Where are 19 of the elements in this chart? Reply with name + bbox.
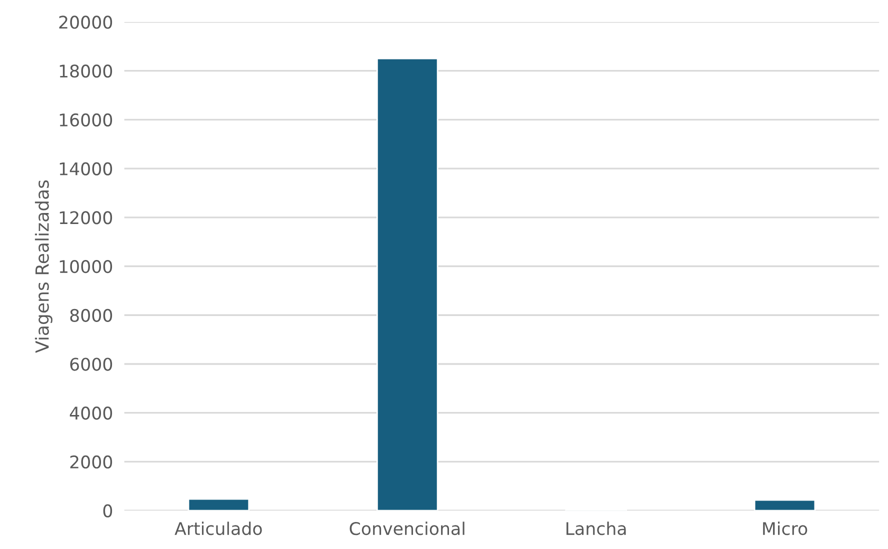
bar — [754, 499, 816, 511]
x-tick-label: Lancha — [566, 522, 626, 536]
y-axis-title: Viagens Realizadas — [34, 180, 52, 353]
x-tick-label: Convencional — [350, 522, 464, 536]
y-tick-label: 10000 — [60, 260, 112, 274]
bar — [376, 58, 438, 511]
y-tick-label: 2000 — [70, 455, 112, 469]
y-tick-label: 16000 — [60, 113, 112, 127]
y-tick-label: 14000 — [60, 162, 112, 176]
x-tick-label: Micro — [763, 522, 808, 536]
x-tick-label: Articulado — [174, 522, 262, 536]
bar — [188, 498, 250, 511]
y-tick-label: 6000 — [70, 358, 112, 371]
y-tick-label: 0 — [103, 504, 112, 518]
y-tick-label: 20000 — [59, 16, 112, 29]
y-tick-label: 4000 — [70, 406, 112, 420]
y-tick-label: 18000 — [60, 64, 112, 78]
y-tick-label: 8000 — [70, 308, 112, 322]
y-tick-label: 12000 — [60, 211, 112, 224]
